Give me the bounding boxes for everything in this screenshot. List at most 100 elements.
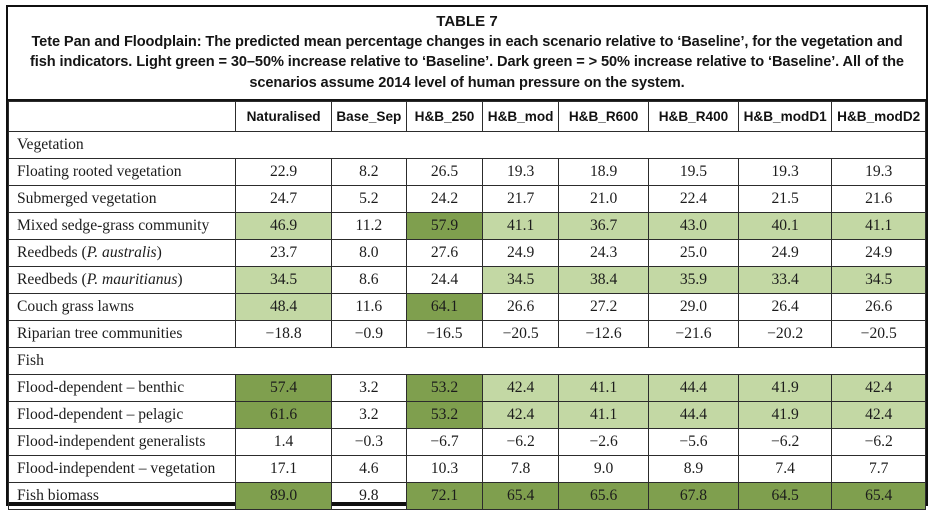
value-cell: 89.0 — [235, 481, 332, 510]
value-cell: 41.1 — [558, 373, 650, 402]
table-title: TABLE 7 — [436, 13, 498, 30]
table-row: Fish biomass 89.0 9.8 72.1 65.4 65.6 67.8 64.5 6… — [7, 481, 926, 510]
value-cell: 42.4 — [482, 400, 560, 429]
value-cell: −5.6 — [648, 427, 739, 456]
value-cell: 27.2 — [558, 292, 650, 321]
row-label: Couch grass lawns — [7, 292, 237, 321]
value-cell: 22.9 — [235, 157, 332, 186]
row-label: Flood-independent generalists — [7, 427, 237, 456]
value-cell: 57.4 — [235, 373, 332, 402]
row-label: Reedbeds (P. australis) — [7, 238, 237, 267]
value-cell: 19.3 — [831, 157, 926, 186]
value-cell: 44.4 — [648, 373, 739, 402]
header-row: Naturalised Base_Sep H&B_250 H&B_mod H&B… — [7, 100, 926, 132]
value-cell: 8.0 — [330, 238, 407, 267]
table-row: Reedbeds (P. australis) 23.7 8.0 27.6 24.9 24… — [7, 238, 926, 267]
value-cell: 34.5 — [482, 265, 560, 294]
value-cell: 26.6 — [482, 292, 560, 321]
table-row: Flood-independent generalists 1.4 −0.3 −6.7… — [7, 427, 926, 456]
value-cell: 22.4 — [648, 184, 739, 213]
value-cell: 19.3 — [737, 157, 833, 186]
value-cell: 24.7 — [235, 184, 332, 213]
value-cell: 19.5 — [648, 157, 739, 186]
value-cell: 26.5 — [405, 157, 484, 186]
section-row: Fish — [8, 346, 926, 375]
value-cell: −6.2 — [737, 427, 833, 456]
value-cell: 57.9 — [405, 211, 484, 240]
value-cell: −6.7 — [405, 427, 484, 456]
table-body: Vegetation Floating rooted vegetation 22.9… — [7, 130, 926, 510]
value-cell: 8.6 — [330, 265, 407, 294]
value-cell: −20.5 — [831, 319, 926, 348]
value-cell: 43.0 — [648, 211, 739, 240]
value-cell: 65.4 — [831, 481, 926, 510]
value-cell: 41.9 — [737, 373, 833, 402]
table-row: Couch grass lawns 48.4 11.6 64.1 26.6 27.2 29.… — [7, 292, 926, 321]
value-cell: −6.2 — [482, 427, 560, 456]
value-cell: 53.2 — [405, 373, 484, 402]
value-cell: 41.9 — [737, 400, 833, 429]
value-cell: 42.4 — [831, 400, 926, 429]
value-cell: 36.7 — [558, 211, 650, 240]
value-cell: 25.0 — [648, 238, 739, 267]
column-header-hb-mod: H&B_mod — [482, 100, 560, 132]
value-cell: 1.4 — [235, 427, 332, 456]
value-cell: 9.0 — [558, 454, 650, 483]
value-cell: 26.6 — [831, 292, 926, 321]
value-cell: 9.8 — [330, 481, 407, 510]
value-cell: −0.3 — [330, 427, 407, 456]
value-cell: 24.3 — [558, 238, 650, 267]
column-header-naturalised: Naturalised — [235, 100, 332, 132]
table-row: Submerged vegetation 24.7 5.2 24.2 21.7 21.0 2… — [7, 184, 926, 213]
value-cell: 40.1 — [737, 211, 833, 240]
table-row: Reedbeds (P. mauritianus) 34.5 8.6 24.4 34.5… — [7, 265, 926, 294]
value-cell: −2.6 — [558, 427, 650, 456]
value-cell: 7.8 — [482, 454, 560, 483]
value-cell: 21.6 — [831, 184, 926, 213]
value-cell: 65.6 — [558, 481, 650, 510]
value-cell: 65.4 — [482, 481, 560, 510]
value-cell: 41.1 — [558, 400, 650, 429]
value-cell: 34.5 — [831, 265, 926, 294]
corner-cell — [7, 100, 237, 132]
row-label: Submerged vegetation — [7, 184, 237, 213]
value-cell: 67.8 — [648, 481, 739, 510]
value-cell: 19.3 — [482, 157, 560, 186]
value-cell: 3.2 — [330, 400, 407, 429]
value-cell: 24.9 — [831, 238, 926, 267]
row-label: Reedbeds (P. mauritianus) — [7, 265, 237, 294]
value-cell: 64.1 — [405, 292, 484, 321]
value-cell: 7.4 — [737, 454, 833, 483]
value-cell: 24.2 — [405, 184, 484, 213]
value-cell: 53.2 — [405, 400, 484, 429]
column-header-hb-r600: H&B_R600 — [558, 100, 650, 132]
value-cell: 21.0 — [558, 184, 650, 213]
value-cell: 3.2 — [330, 373, 407, 402]
value-cell: 11.6 — [330, 292, 407, 321]
value-cell: 29.0 — [648, 292, 739, 321]
value-cell: 72.1 — [405, 481, 484, 510]
table-7-figure: TABLE 7 Tete Pan and Floodplain: The pre… — [6, 5, 928, 510]
row-label: Riparian tree communities — [7, 319, 237, 348]
caption-block: TABLE 7 Tete Pan and Floodplain: The pre… — [8, 7, 926, 101]
table-row: Flood-dependent – benthic 57.4 3.2 53.2 42.4… — [7, 373, 926, 402]
table-row: Floating rooted vegetation 22.9 8.2 26.5 19.… — [7, 157, 926, 186]
value-cell: 23.7 — [235, 238, 332, 267]
value-cell: −12.6 — [558, 319, 650, 348]
value-cell: 18.9 — [558, 157, 650, 186]
data-table: Naturalised Base_Sep H&B_250 H&B_mod H&B… — [7, 100, 926, 510]
row-label: Floating rooted vegetation — [7, 157, 237, 186]
row-label: Fish biomass — [7, 481, 237, 510]
row-label: Flood-dependent – benthic — [7, 373, 237, 402]
value-cell: 8.9 — [648, 454, 739, 483]
column-header-hb-modd1: H&B_modD1 — [737, 100, 833, 132]
section-label: Vegetation — [8, 130, 926, 159]
value-cell: 5.2 — [330, 184, 407, 213]
row-label: Flood-independent – vegetation — [7, 454, 237, 483]
value-cell: 33.4 — [737, 265, 833, 294]
table-row: Riparian tree communities −18.8 −0.9 −16.5−… — [7, 319, 926, 348]
value-cell: 7.7 — [831, 454, 926, 483]
value-cell: 11.2 — [330, 211, 407, 240]
value-cell: 42.4 — [831, 373, 926, 402]
